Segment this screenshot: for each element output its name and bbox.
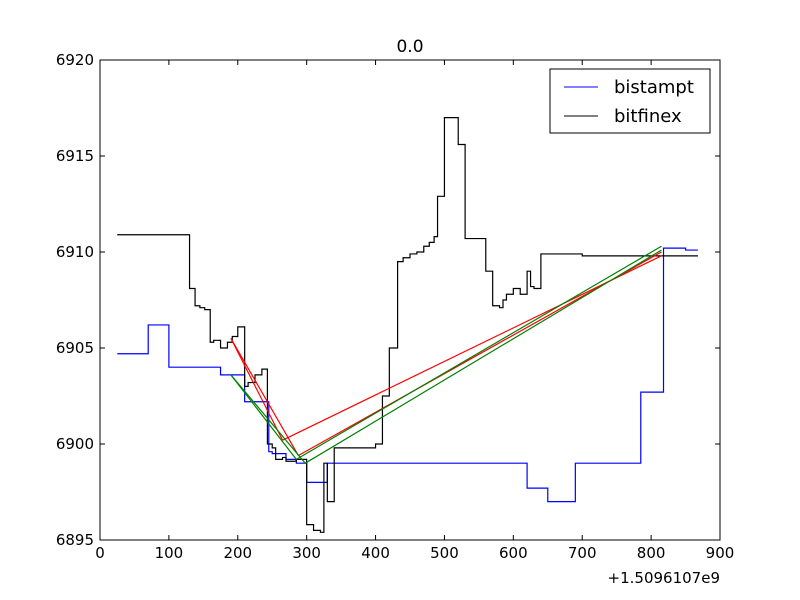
x-tick-label: 0 [95, 544, 105, 562]
legend: bistampt bitfinex [549, 68, 711, 134]
y-tick-label: 6920 [56, 51, 94, 69]
series-line-bitfinex [117, 117, 698, 533]
y-tick-label: 6910 [56, 243, 94, 261]
plot-frame [99, 59, 721, 541]
y-tick-label: 6915 [56, 147, 94, 165]
y-axis: 6895 6900 6905 6910 6915 6920 [56, 51, 720, 549]
series-2-segment-0 [230, 338, 299, 456]
x-tick-label: 900 [706, 544, 735, 562]
axes-frame [99, 59, 721, 541]
series-3-segment-1 [304, 249, 662, 464]
y-tick-label: 6895 [56, 531, 94, 549]
x-tick-label: 200 [223, 544, 252, 562]
x-offset-label: +1.5096107e9 [608, 569, 720, 587]
chart-title: 0.0 [396, 37, 423, 57]
legend-box [549, 68, 711, 134]
x-tick-label: 800 [637, 544, 666, 562]
plot-lines [117, 117, 698, 533]
legend-label-bitfinex: bitfinex [614, 106, 682, 127]
y-tick-label: 6900 [56, 435, 94, 453]
x-tick-label: 500 [430, 544, 459, 562]
y-tick-label: 6905 [56, 339, 94, 357]
series-2-segment-2 [282, 255, 662, 441]
x-tick-label: 400 [361, 544, 390, 562]
x-tick-label: 100 [155, 544, 184, 562]
x-tick-label: 700 [568, 544, 597, 562]
series-3-segment-2 [296, 245, 662, 460]
x-tick-label: 600 [499, 544, 528, 562]
legend-label-bistampt: bistampt [614, 77, 694, 98]
x-tick-label: 300 [292, 544, 321, 562]
series-3-segment-0 [230, 374, 306, 464]
series-2-segment-3 [230, 338, 284, 441]
x-axis: 0 100 200 300 400 500 600 700 800 900 [95, 60, 734, 562]
series-3-segment-3 [230, 374, 297, 460]
